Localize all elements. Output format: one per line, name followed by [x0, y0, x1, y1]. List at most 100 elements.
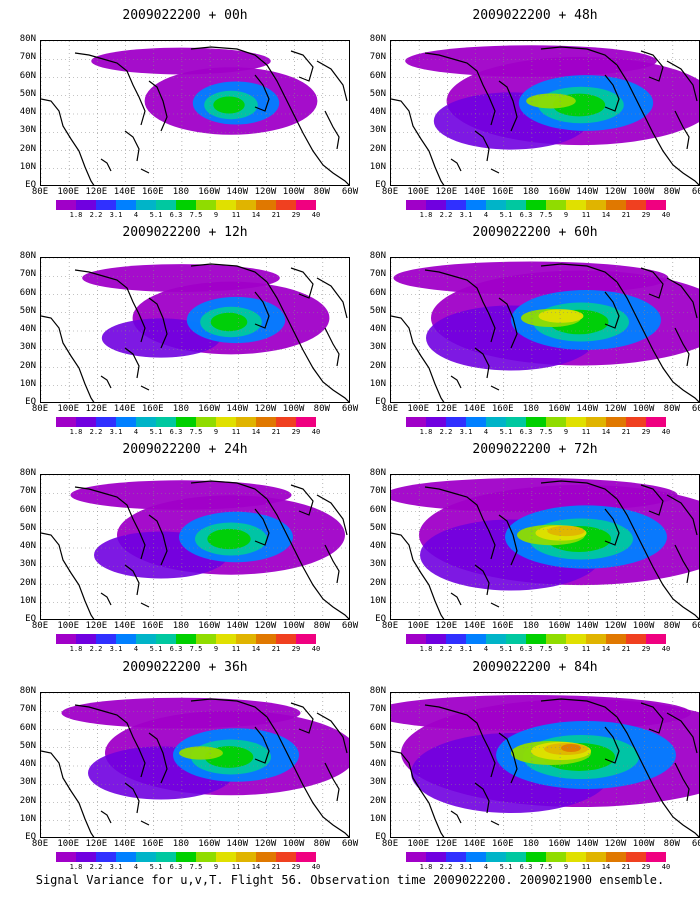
coastline [474, 130, 490, 162]
longitude-label: 80W [313, 621, 330, 631]
colorbar-labels: 1.8 2.2 3.1 4 5.1 6.3 7.5 9 11 14 21 29 40 [406, 645, 671, 655]
longitude-label: 140E [463, 621, 486, 631]
latitude-label: 10N [369, 378, 386, 389]
variance-contour [393, 261, 669, 295]
coastline [640, 484, 664, 516]
colorbar-tick-label: 5.1 [149, 863, 163, 871]
colorbar-swatch [426, 634, 446, 644]
latitude-label: 60N [19, 722, 36, 733]
longitude-label: 140E [113, 621, 136, 631]
colorbar-swatch [156, 417, 176, 427]
latitude-label: 80N [19, 34, 36, 44]
latitude-label: 20N [369, 577, 386, 588]
colorbar-tick-label: 5.1 [149, 428, 163, 436]
longitude-label: 140W [576, 404, 599, 414]
colorbar [406, 634, 666, 644]
longitude-label: 80E [381, 839, 399, 849]
longitude-label: 140E [463, 404, 486, 414]
colorbar-tick-label: 1.8 [69, 211, 83, 219]
colorbar-swatch [176, 200, 196, 210]
longitude-label: 100W [282, 187, 305, 197]
coastline [316, 712, 348, 754]
latitude-label: 40N [369, 759, 386, 769]
colorbar-swatch [466, 200, 486, 210]
colorbar-labels: 1.8 2.2 3.1 4 5.1 6.3 7.5 9 11 14 21 29 40 [56, 645, 321, 655]
colorbar-tick-label: 11 [231, 645, 241, 653]
variance-contour [210, 312, 248, 332]
coastline [674, 762, 690, 802]
coastline [498, 732, 518, 784]
coastline [124, 130, 140, 162]
colorbar-tick-label: 11 [581, 211, 591, 219]
latitude-label: 10N [19, 161, 36, 172]
colorbar-tick-label: 2.2 [89, 211, 103, 219]
variance-contour [70, 480, 292, 510]
longitude-label: 80W [663, 187, 680, 197]
colorbar-tick-label: 6.3 [519, 645, 533, 653]
colorbar-swatch [76, 852, 96, 862]
coastline [190, 480, 268, 500]
coastline [190, 46, 268, 66]
variance-contour [547, 525, 585, 537]
colorbar-swatch [296, 200, 316, 210]
colorbar-tick-label: 14 [601, 645, 611, 653]
longitude-label: 160E [141, 839, 164, 849]
longitude-label: 120W [254, 404, 277, 414]
latitude-label: 10N [369, 813, 386, 824]
coastline [540, 263, 618, 283]
coastline [266, 281, 349, 402]
longitude-label: 80W [313, 839, 330, 849]
colorbar-tick-label: 6.3 [169, 863, 183, 871]
latitude-label: 20N [19, 360, 36, 371]
latitude-label: 20N [369, 143, 386, 154]
colorbar-swatch [546, 200, 566, 210]
colorbar-tick-label: 3.1 [109, 428, 123, 436]
longitude-label: 100E [407, 404, 430, 414]
coastline [148, 514, 168, 566]
colorbar-tick-label: 2.2 [89, 863, 103, 871]
latitude-label: 40N [19, 759, 36, 769]
colorbar-swatch [506, 200, 526, 210]
colorbar-tick-label: 21 [271, 645, 281, 653]
colorbar-swatch [506, 634, 526, 644]
coastline [190, 698, 268, 718]
colorbar-swatch [216, 634, 236, 644]
colorbar-tick-label: 5.1 [149, 645, 163, 653]
colorbar-tick-label: 11 [581, 645, 591, 653]
colorbar-swatch [76, 634, 96, 644]
colorbar-tick-label: 9 [213, 428, 219, 436]
colorbar-tick-label: 4 [483, 428, 489, 436]
colorbar-tick-label: 2.2 [439, 645, 453, 653]
latitude-label: 50N [369, 740, 386, 751]
map-panel [40, 40, 350, 186]
colorbar-swatch [626, 200, 646, 210]
coastline [616, 281, 699, 402]
longitude-label: 180 [522, 839, 540, 849]
latitude-label: 80N [369, 251, 386, 261]
coastline [391, 532, 445, 619]
latitude-label: 30N [369, 777, 386, 788]
latitude-label: 40N [369, 324, 386, 334]
latitude-label: 10N [369, 161, 386, 172]
coastline [498, 514, 518, 566]
colorbar-tick-label: 7.5 [539, 211, 553, 219]
figure-caption: Signal Variance for u,v,T. Flight 56. Ob… [35, 873, 665, 887]
colorbar-tick-label: 5.1 [499, 863, 513, 871]
longitude-label: 160E [141, 187, 164, 197]
colorbar-tick-label: 4 [483, 211, 489, 219]
longitude-label: 160W [548, 621, 570, 631]
colorbar-tick-label: 1.8 [69, 428, 83, 436]
colorbar [406, 200, 666, 210]
colorbar-tick-label: 6.3 [519, 211, 533, 219]
colorbar-swatch [426, 852, 446, 862]
colorbar-swatch [96, 852, 116, 862]
colorbar-swatch [216, 417, 236, 427]
colorbar [406, 852, 666, 862]
colorbar-swatch [566, 852, 586, 862]
colorbar-swatch [176, 634, 196, 644]
coastline [41, 532, 95, 619]
longitude-label: 180 [172, 839, 190, 849]
latitude-label: 20N [19, 795, 36, 806]
longitude-label: 100E [57, 839, 80, 849]
colorbar-tick-label: 40 [661, 863, 671, 871]
